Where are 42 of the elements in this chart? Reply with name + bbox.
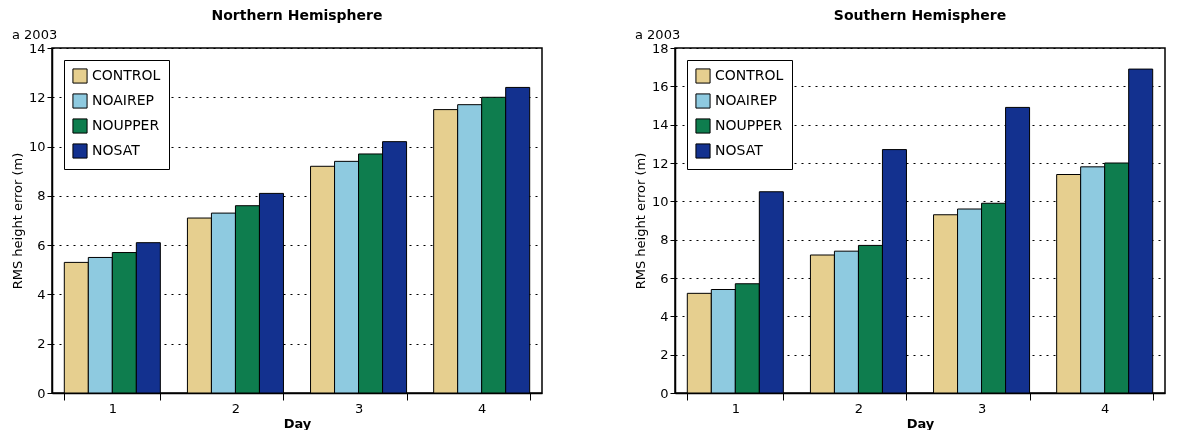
x-tick-label: 3	[977, 400, 987, 416]
y-tick-label: 2	[660, 347, 669, 363]
x-tick-label: 2	[854, 400, 864, 416]
y-tick-label: 6	[660, 270, 669, 286]
legend-label: NOUPPER	[715, 117, 783, 133]
x-tick-label: 3	[354, 400, 364, 416]
y-tick-label: 10	[651, 193, 669, 209]
x-tick-label: 2	[231, 400, 241, 416]
y-tick-label: 0	[660, 385, 669, 401]
x-axis-title: Day	[906, 415, 935, 430]
y-tick-label: 4	[37, 286, 46, 302]
y-tick-label: 12	[28, 89, 46, 105]
y-tick-label: 4	[660, 308, 669, 324]
y-tick-label: 6	[37, 237, 46, 253]
y-tick-label: 2	[37, 336, 46, 352]
y-tick-label: 8	[37, 188, 46, 204]
legend-label: NOAIREP	[92, 92, 154, 108]
legend-label: NOUPPER	[92, 117, 160, 133]
y-tick-label: 8	[660, 232, 669, 248]
y-tick-label: 10	[28, 139, 46, 155]
x-tick-label: 4	[1101, 400, 1110, 416]
y-tick-label: 14	[651, 117, 669, 133]
y-tick-label: 16	[651, 78, 669, 94]
y-tick-label: 18	[651, 40, 669, 56]
legend-label: CONTROL	[715, 67, 784, 83]
legend-label: NOSAT	[715, 142, 764, 158]
text: a 2003	[635, 27, 681, 42]
y-tick-label: 0	[37, 385, 46, 401]
y-tick-label: 14	[28, 40, 46, 56]
y-axis-title: RMS height error (m)	[9, 152, 25, 290]
x-axis-title: Day	[283, 415, 312, 430]
y-axis-title: RMS height error (m)	[632, 152, 648, 290]
legend-label: CONTROL	[92, 67, 161, 83]
chart-title: Northern Hemisphere	[211, 7, 383, 23]
legend-label: NOAIREP	[715, 92, 777, 108]
x-tick-label: 1	[108, 400, 117, 416]
legend-label: NOSAT	[92, 142, 141, 158]
x-tick-label: 4	[478, 400, 487, 416]
x-tick-label: 1	[731, 400, 740, 416]
y-tick-label: 12	[651, 155, 669, 171]
text: a 2003	[12, 27, 58, 42]
chart-title: Southern Hemisphere	[833, 7, 1007, 23]
